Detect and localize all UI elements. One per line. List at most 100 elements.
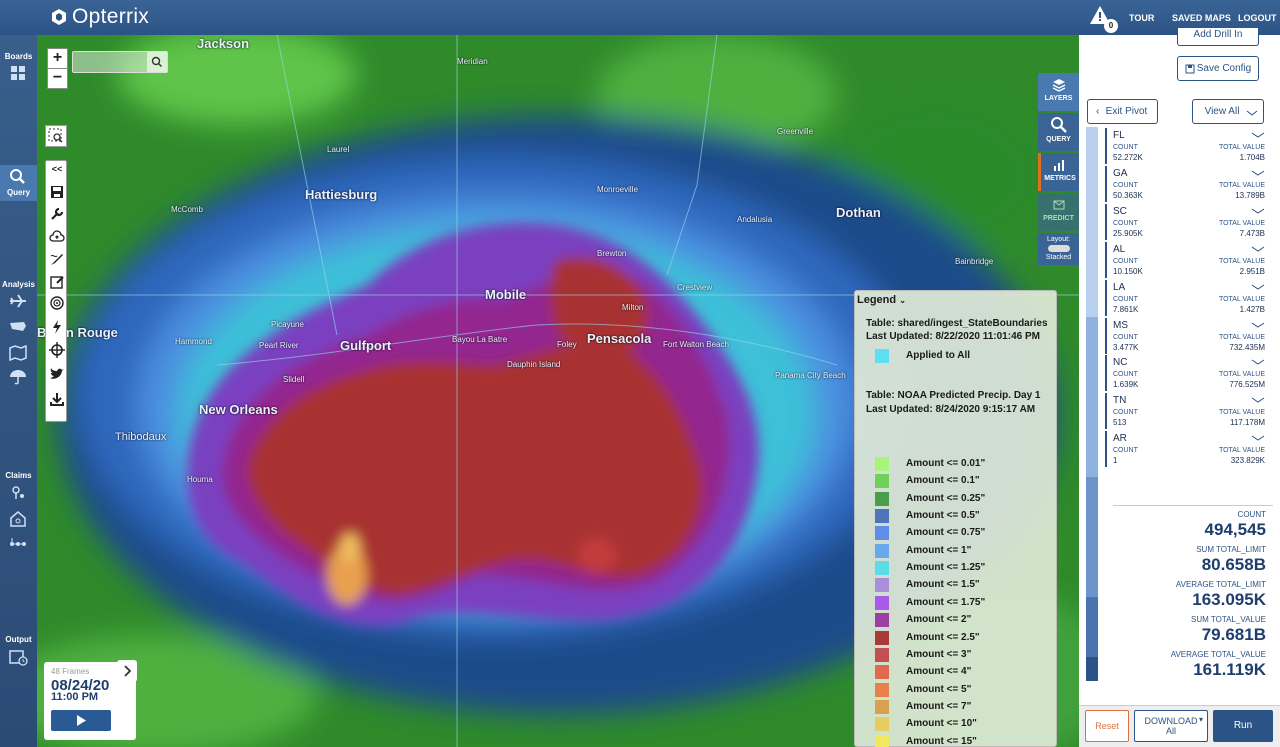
cloud-upload-icon[interactable] <box>49 229 65 245</box>
city-label: Meridian <box>457 57 488 66</box>
sidebar-claims-label: Claims <box>5 471 32 480</box>
app-logo[interactable]: Opterrix <box>50 5 149 29</box>
calendar-clock-icon[interactable] <box>8 648 28 666</box>
predict-button[interactable]: PREDICT <box>1038 193 1079 231</box>
claims-location-icon[interactable] <box>8 484 28 502</box>
legend-swatch <box>875 561 889 576</box>
download-button[interactable]: DOWNLOAD All ▾ <box>1134 710 1208 742</box>
save-icon <box>1185 64 1195 74</box>
legend-panel: Legend ⌄ Table: shared/ingest_StateBound… <box>854 290 1057 747</box>
count-label: COUNT <box>1113 181 1138 189</box>
city-label: Houma <box>187 475 213 484</box>
exit-pivot-button[interactable]: ‹ Exit Pivot <box>1087 99 1158 124</box>
save-config-button[interactable]: Save Config <box>1177 56 1259 81</box>
state-row[interactable]: GA COUNT 50.363K TOTAL VALUE 13.789B <box>1105 165 1271 202</box>
target-icon[interactable] <box>49 295 65 311</box>
total-value: 2.951B <box>1239 266 1265 276</box>
umbrella-icon[interactable] <box>8 368 28 386</box>
download-icon[interactable] <box>49 391 65 407</box>
zoom-in-button[interactable]: + <box>47 48 68 69</box>
map-canvas[interactable]: Jackson Hattiesburg Dothan Mobile Gulfpo… <box>37 35 1079 747</box>
state-row[interactable]: NC COUNT 1.639K TOTAL VALUE 776.525M <box>1105 355 1271 392</box>
twitter-icon[interactable] <box>49 366 65 382</box>
legend-item-label: Amount <= 1" <box>906 544 972 556</box>
sidebar-analysis-label: Analysis <box>2 280 35 289</box>
airplane-icon[interactable] <box>8 292 28 310</box>
drill-icon[interactable] <box>1251 359 1265 365</box>
crosshair-icon[interactable] <box>49 342 65 358</box>
usa-map-icon[interactable] <box>8 318 28 336</box>
state-row[interactable]: TN COUNT 513 TOTAL VALUE 117.178M <box>1105 393 1271 430</box>
wrench-icon[interactable] <box>49 206 65 222</box>
search-icon[interactable] <box>147 52 167 72</box>
drill-icon[interactable] <box>1251 246 1265 252</box>
state-row[interactable]: AL COUNT 10.150K TOTAL VALUE 2.951B <box>1105 241 1271 278</box>
sidebar-output-label: Output <box>5 635 32 644</box>
drill-icon[interactable] <box>1251 132 1265 138</box>
play-button[interactable] <box>51 710 111 731</box>
city-label: Slidell <box>283 375 305 384</box>
drill-icon[interactable] <box>1251 322 1265 328</box>
legend-title[interactable]: Legend ⌄ <box>857 294 906 306</box>
state-row[interactable]: AR COUNT 1 TOTAL VALUE 323.829K <box>1105 431 1271 468</box>
total-value-label: TOTAL VALUE <box>1218 181 1265 189</box>
state-code: MS <box>1113 319 1128 331</box>
legend-swatch <box>875 595 889 610</box>
metrics-button[interactable]: METRICS <box>1038 153 1079 191</box>
save-icon[interactable] <box>49 184 65 200</box>
reset-button[interactable]: Reset <box>1085 710 1129 742</box>
predict-icon <box>1053 200 1064 210</box>
lightning-icon[interactable] <box>49 319 65 335</box>
drill-icon[interactable] <box>1251 397 1265 403</box>
summary-value: 80.658B <box>1201 555 1266 574</box>
zoom-out-button[interactable]: − <box>47 68 68 89</box>
boards-icon[interactable] <box>8 64 28 82</box>
edit-icon[interactable] <box>49 274 65 290</box>
collapse-toolbar-button[interactable]: << <box>51 164 63 174</box>
player-expand-button[interactable] <box>117 660 137 682</box>
saved-maps-link[interactable]: SAVED MAPS <box>1172 12 1231 23</box>
count-label: COUNT <box>1113 295 1138 303</box>
sort-icon <box>1246 110 1258 116</box>
state-row[interactable]: LA COUNT 7.861K TOTAL VALUE 1.427B <box>1105 279 1271 316</box>
count-value: 25.905K <box>1113 228 1143 238</box>
alerts-button[interactable]: 0 <box>1089 5 1119 33</box>
count-label: COUNT <box>1113 144 1138 151</box>
drill-icon[interactable] <box>1251 170 1265 176</box>
count-value: 3.477K <box>1113 342 1139 352</box>
layout-switch[interactable] <box>1047 245 1070 252</box>
state-row[interactable]: SC COUNT 25.905K TOTAL VALUE 7.473B <box>1105 203 1271 240</box>
total-value: 776.525M <box>1229 380 1265 390</box>
city-label: Pensacola <box>587 331 652 346</box>
run-button[interactable]: Run <box>1213 710 1273 742</box>
drill-icon[interactable] <box>1251 208 1265 214</box>
workflow-icon[interactable] <box>8 535 28 553</box>
drill-icon[interactable] <box>1251 435 1265 441</box>
add-drill-in-button[interactable]: Add Drill In <box>1177 28 1259 46</box>
predict-label: PREDICT <box>1043 215 1074 222</box>
draw-icon[interactable] <box>49 251 65 267</box>
map-folded-icon[interactable] <box>8 344 28 362</box>
state-row[interactable]: FL COUNT 52.272K TOTAL VALUE 1.704B <box>1105 128 1271 164</box>
query-tool-button[interactable]: QUERY <box>1038 113 1079 151</box>
layout-toggle[interactable]: Layout: Stacked <box>1038 233 1079 265</box>
layers-label: LAYERS <box>1044 95 1073 102</box>
logout-link[interactable]: LOGOUT <box>1238 12 1277 23</box>
total-value-label: TOTAL VALUE <box>1218 257 1265 265</box>
state-code: LA <box>1113 281 1126 293</box>
legend-swatch <box>875 526 889 541</box>
drill-icon[interactable] <box>1251 284 1265 290</box>
tour-link[interactable]: TOUR <box>1129 12 1155 23</box>
warning-icon <box>1090 6 1110 24</box>
legend-item-label: Amount <= 0.25" <box>906 492 986 504</box>
zoom-to-box-button[interactable] <box>45 125 67 147</box>
view-all-button[interactable]: View All <box>1192 99 1264 124</box>
city-label: Mobile <box>485 287 527 302</box>
house-icon[interactable] <box>8 510 28 528</box>
state-row[interactable]: MS COUNT 3.477K TOTAL VALUE 732.435M <box>1105 317 1271 354</box>
map-search-box[interactable] <box>72 51 168 73</box>
search-icon[interactable] <box>8 168 28 186</box>
count-value: 1 <box>1113 456 1118 466</box>
legend-swatch <box>875 349 889 363</box>
layers-button[interactable]: LAYERS <box>1038 73 1079 111</box>
